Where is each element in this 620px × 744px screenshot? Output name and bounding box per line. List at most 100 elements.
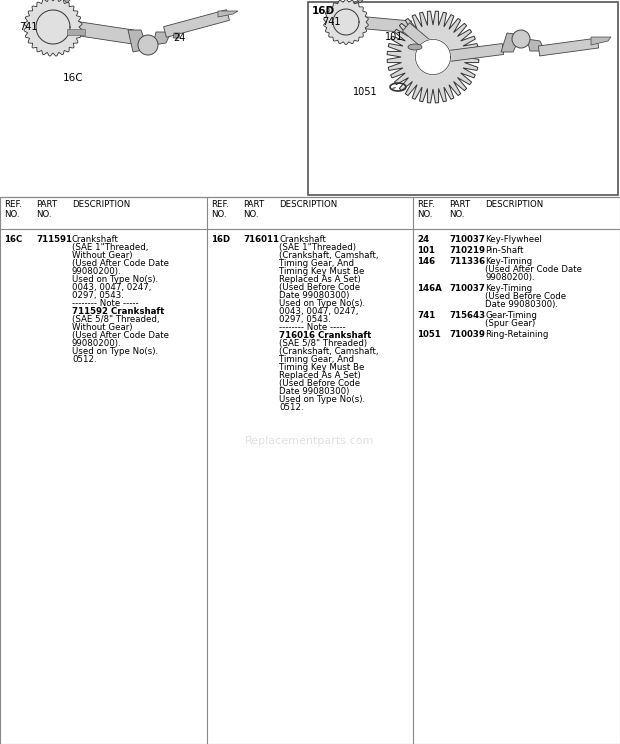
Text: 0297, 0543.: 0297, 0543.: [279, 315, 331, 324]
Text: 146: 146: [417, 257, 435, 266]
Text: 24: 24: [417, 235, 429, 244]
Text: DESCRIPTION: DESCRIPTION: [279, 200, 337, 209]
Text: Timing Key Must Be: Timing Key Must Be: [279, 267, 365, 276]
Text: -------- Note -----: -------- Note -----: [72, 299, 139, 308]
Text: (SAE 1"Threaded,: (SAE 1"Threaded,: [72, 243, 148, 252]
Polygon shape: [164, 10, 229, 37]
Text: 710037: 710037: [449, 284, 485, 293]
Bar: [0, 0, 620, 197]
Text: PART
NO.: PART NO.: [449, 200, 470, 219]
Polygon shape: [387, 11, 479, 103]
Text: 99080200).: 99080200).: [72, 267, 122, 276]
Text: Date 99080300).: Date 99080300).: [485, 300, 558, 309]
Polygon shape: [356, 0, 364, 3]
Text: (Used After Code Date: (Used After Code Date: [485, 265, 582, 274]
Text: 101: 101: [384, 32, 403, 42]
Text: 741: 741: [19, 22, 37, 32]
Text: Timing Gear, And: Timing Gear, And: [279, 355, 354, 364]
Text: Gear-Timing: Gear-Timing: [485, 311, 537, 320]
Polygon shape: [527, 39, 545, 51]
Bar: [0, 197, 620, 744]
Text: (Used Before Code: (Used Before Code: [279, 283, 360, 292]
Text: Key-Flywheel: Key-Flywheel: [485, 235, 542, 244]
Polygon shape: [402, 23, 441, 58]
Text: REF.
NO.: REF. NO.: [417, 200, 435, 219]
Polygon shape: [173, 33, 180, 38]
Polygon shape: [27, 1, 79, 53]
Text: Without Gear): Without Gear): [72, 323, 133, 332]
Text: Used on Type No(s).: Used on Type No(s).: [72, 275, 158, 284]
Polygon shape: [501, 33, 521, 52]
Text: REF.
NO.: REF. NO.: [211, 200, 229, 219]
Text: 0043, 0047, 0247,: 0043, 0047, 0247,: [279, 307, 358, 316]
Text: 711591: 711591: [36, 235, 72, 244]
Text: (Crankshaft, Camshaft,: (Crankshaft, Camshaft,: [279, 251, 378, 260]
Polygon shape: [66, 20, 134, 44]
Text: (SAE 5/8" Threaded,: (SAE 5/8" Threaded,: [72, 315, 159, 324]
Text: 710219: 710219: [449, 246, 485, 255]
Polygon shape: [326, 2, 366, 42]
Text: 1051: 1051: [417, 330, 441, 339]
Text: Key-Timing: Key-Timing: [485, 284, 532, 293]
Text: Date 99080300): Date 99080300): [279, 387, 350, 396]
Polygon shape: [153, 32, 171, 45]
Text: (Used After Code Date: (Used After Code Date: [72, 331, 169, 340]
Text: Timing Key Must Be: Timing Key Must Be: [279, 363, 365, 372]
Text: 0512.: 0512.: [279, 403, 304, 412]
Polygon shape: [63, 0, 71, 3]
Text: 16C: 16C: [4, 235, 22, 244]
Text: PART
NO.: PART NO.: [36, 200, 57, 219]
Text: 99080200).: 99080200).: [485, 273, 534, 282]
Text: (Spur Gear): (Spur Gear): [485, 319, 535, 328]
Polygon shape: [324, 0, 368, 45]
Text: Date 99080300): Date 99080300): [279, 291, 350, 300]
Text: 711336: 711336: [449, 257, 485, 266]
Text: (Used Before Code: (Used Before Code: [279, 379, 360, 388]
Text: 16C: 16C: [63, 73, 84, 83]
Text: Replaced As A Set): Replaced As A Set): [279, 275, 361, 284]
Text: DESCRIPTION: DESCRIPTION: [485, 200, 543, 209]
Text: 0297, 0543.: 0297, 0543.: [72, 291, 124, 300]
Text: 741: 741: [322, 17, 340, 27]
Text: 0043, 0047, 0247,: 0043, 0047, 0247,: [72, 283, 151, 292]
Text: 716016 Crankshaft: 716016 Crankshaft: [279, 331, 371, 340]
Text: 24: 24: [173, 33, 185, 43]
Text: PART
NO.: PART NO.: [243, 200, 264, 219]
Text: Replacementparts.com: Replacementparts.com: [246, 435, 374, 446]
Text: Used on Type No(s).: Used on Type No(s).: [72, 347, 158, 356]
Text: 716011: 716011: [243, 235, 279, 244]
Text: (Used Before Code: (Used Before Code: [485, 292, 566, 301]
Text: Key-Timing: Key-Timing: [485, 257, 532, 266]
Text: -------- Note -----: -------- Note -----: [279, 323, 345, 332]
Circle shape: [138, 35, 158, 55]
Text: Replaced As A Set): Replaced As A Set): [279, 371, 361, 380]
Text: Timing Gear, And: Timing Gear, And: [279, 259, 354, 268]
Text: 16D: 16D: [312, 6, 335, 16]
Text: (Crankshaft, Camshaft,: (Crankshaft, Camshaft,: [279, 347, 378, 356]
Polygon shape: [218, 11, 238, 17]
Text: 99080200).: 99080200).: [72, 339, 122, 348]
Text: Used on Type No(s).: Used on Type No(s).: [279, 299, 365, 308]
Text: 101: 101: [417, 246, 435, 255]
Polygon shape: [440, 44, 503, 62]
Polygon shape: [24, 0, 82, 56]
Text: 711592 Crankshaft: 711592 Crankshaft: [72, 307, 164, 316]
Bar: [67, 29, 85, 35]
Text: 0512.: 0512.: [72, 355, 97, 364]
Text: Pin-Shaft: Pin-Shaft: [485, 246, 523, 255]
Bar: [308, 2, 618, 195]
Polygon shape: [591, 37, 611, 45]
Text: 710037: 710037: [449, 235, 485, 244]
Text: 715643: 715643: [449, 311, 485, 320]
Text: Ring-Retaining: Ring-Retaining: [485, 330, 548, 339]
Text: 710039: 710039: [449, 330, 485, 339]
Text: (Used After Code Date: (Used After Code Date: [72, 259, 169, 268]
Circle shape: [512, 30, 530, 48]
Text: Used on Type No(s).: Used on Type No(s).: [279, 395, 365, 404]
Text: Without Gear): Without Gear): [72, 251, 133, 260]
Text: 741: 741: [417, 311, 435, 320]
Polygon shape: [538, 38, 599, 56]
Text: 1051: 1051: [353, 87, 378, 97]
Polygon shape: [355, 16, 412, 33]
Text: 16D: 16D: [211, 235, 230, 244]
